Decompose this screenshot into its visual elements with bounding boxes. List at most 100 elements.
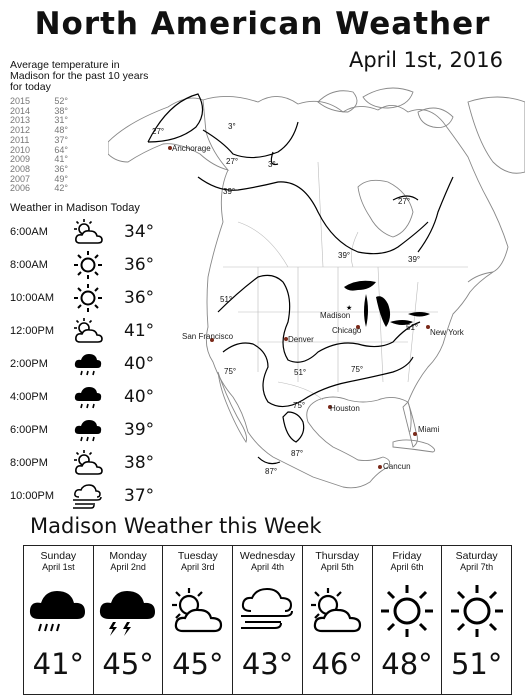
week-title: Madison Weather this Week	[30, 514, 322, 538]
city-label: Miami	[418, 425, 440, 434]
hour-temp: 36°	[124, 255, 155, 275]
city-label: Denver	[288, 335, 314, 344]
map-borders	[223, 161, 468, 401]
day-column: Wednesday April 4th 43°	[233, 546, 303, 694]
day-column: Monday April 2nd 45°	[94, 546, 164, 694]
averages-row: 2011 37°	[10, 134, 70, 146]
partly-cloudy-icon	[70, 315, 106, 347]
day-date: April 7th	[460, 562, 494, 572]
averages-row: 2010 64°	[10, 144, 70, 156]
isotherm-label: 27°	[226, 157, 238, 166]
averages-row: 2012 48°	[10, 125, 70, 136]
isotherm-label: 87°	[265, 467, 277, 476]
isotherm-label: 75°	[224, 367, 236, 376]
day-temp: 45°	[172, 647, 224, 681]
city-label: Cancun	[383, 462, 411, 471]
isotherm-label: 39°	[338, 251, 350, 260]
day-temp: 45°	[102, 647, 154, 681]
isotherm-label: 75°	[293, 401, 305, 410]
city-label: San Francisco	[182, 332, 234, 341]
hour-time: 10:00AM	[10, 292, 55, 304]
north-america-map: 27° 3° 27° 3° 39° 27° 39° 39° 51° 51° 51…	[107, 82, 525, 502]
isotherm-label: 39°	[223, 187, 235, 196]
averages-year: 2014	[10, 105, 31, 116]
city-markers: Anchorage San Francisco Denver ★ Madison…	[168, 144, 465, 471]
page-title: North American Weather	[34, 6, 491, 42]
averages-temp: 42°	[54, 183, 68, 194]
isotherm-label: 3°	[228, 122, 236, 131]
hour-row: 6:00PM 39°	[10, 415, 160, 445]
hour-temp: 36°	[124, 288, 155, 308]
map-canvas: 27° 3° 27° 3° 39° 27° 39° 39° 51° 51° 51…	[107, 87, 525, 489]
day-column: Tuesday April 3rd 45°	[163, 546, 234, 694]
hour-time: 6:00AM	[10, 226, 48, 238]
isotherm-label: 39°	[408, 255, 420, 264]
city-dot	[168, 146, 172, 150]
averages-temp: 48°	[54, 125, 68, 136]
averages-temp: 37°	[54, 134, 68, 145]
city-dot	[356, 325, 360, 329]
day-name: Monday	[109, 550, 147, 562]
rain-cloud-icon	[70, 348, 106, 380]
hour-row: 10:00AM 36°	[10, 283, 160, 313]
averages-temp: 64°	[54, 144, 68, 155]
day-name: Sunday	[40, 550, 77, 562]
hour-temp: 38°	[124, 453, 155, 473]
rain-cloud-icon	[25, 581, 91, 641]
isotherm-label: 3°	[268, 160, 276, 169]
hour-time: 2:00PM	[10, 358, 48, 370]
hour-time: 8:00AM	[10, 259, 48, 271]
isotherms	[147, 93, 454, 465]
partly-cloudy-icon	[165, 581, 231, 641]
city-label: Houston	[330, 404, 360, 413]
city-label: Anchorage	[172, 144, 211, 153]
day-column: Thursday April 5th 46°	[303, 546, 373, 694]
city-dot	[378, 465, 382, 469]
page-date: April 1st, 2016	[348, 48, 503, 72]
averages-year: 2007	[10, 173, 31, 184]
averages-row: 2009 41°	[10, 155, 70, 165]
sun-icon	[444, 581, 510, 641]
day-temp: 46°	[311, 647, 363, 681]
day-date: April 1st	[42, 562, 75, 572]
day-temp: 43°	[241, 647, 294, 681]
averages-year: 2011	[10, 134, 30, 145]
day-temp: 41°	[32, 647, 85, 681]
sun-icon	[70, 282, 106, 314]
isotherm-label: 51°	[220, 295, 232, 304]
hour-temp: 41°	[124, 321, 155, 341]
hour-row: 2:00PM 40°	[10, 349, 160, 379]
city-dot	[426, 325, 430, 329]
hour-temp: 39°	[124, 420, 155, 440]
city-label: New York	[430, 328, 465, 337]
hour-temp: 40°	[124, 354, 155, 374]
hour-time: 4:00PM	[10, 391, 48, 403]
sun-icon	[70, 249, 106, 281]
day-date: April 5th	[320, 562, 354, 572]
rain-cloud-icon	[70, 381, 106, 413]
hour-row: 10:00PM 37°	[10, 481, 160, 511]
day-name: Wednesday	[239, 550, 296, 562]
week-forecast: Sunday April 1st 41° Monday April 2nd 45…	[23, 545, 512, 695]
today-title: Weather in Madison Today	[10, 202, 140, 214]
averages-year: 2015	[10, 96, 31, 106]
hour-time: 8:00PM	[10, 457, 48, 469]
averages-row: 2015 52°	[10, 96, 70, 107]
sun-icon	[374, 581, 440, 641]
day-column: Saturday April 7th 51°	[442, 546, 511, 694]
isotherm-label: 27°	[398, 197, 410, 206]
rain-cloud-icon	[70, 414, 106, 446]
partly-cloudy-icon	[70, 447, 106, 479]
hour-row: 12:00PM 41°	[10, 316, 160, 346]
hour-time: 6:00PM	[10, 424, 48, 436]
hour-row: 8:00PM 38°	[10, 448, 160, 478]
averages-row: 2014 38°	[10, 105, 70, 117]
averages-temp: 49°	[54, 173, 68, 184]
averages-row: 2013 31°	[10, 116, 70, 126]
averages-row: 2008 36°	[10, 164, 70, 175]
hour-row: 6:00AM 34°	[10, 217, 160, 247]
averages-temp: 41°	[54, 154, 68, 165]
day-date: April 2nd	[110, 562, 146, 572]
hour-temp: 34°	[124, 222, 155, 242]
